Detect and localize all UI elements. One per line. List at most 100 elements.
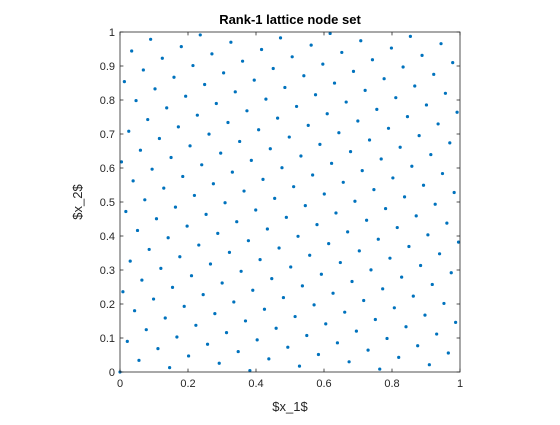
data-point bbox=[448, 141, 452, 145]
data-point bbox=[265, 227, 269, 231]
data-point bbox=[435, 332, 439, 336]
data-point bbox=[311, 173, 315, 177]
data-point bbox=[340, 50, 344, 55]
data-point bbox=[127, 129, 131, 133]
data-point bbox=[276, 116, 280, 120]
data-point bbox=[124, 209, 128, 214]
y-tick-label: 0.1 bbox=[100, 333, 115, 345]
data-point bbox=[160, 56, 164, 60]
y-tick-label: 1 bbox=[109, 27, 115, 39]
data-point bbox=[197, 243, 201, 247]
data-point bbox=[293, 314, 297, 319]
data-point bbox=[455, 110, 459, 114]
data-point bbox=[204, 212, 208, 216]
data-point bbox=[194, 323, 198, 327]
data-point bbox=[208, 262, 213, 266]
data-point bbox=[299, 154, 303, 158]
data-point bbox=[433, 202, 437, 206]
data-point bbox=[281, 295, 286, 300]
data-point bbox=[442, 301, 446, 306]
data-point bbox=[344, 100, 348, 104]
data-point bbox=[217, 361, 221, 365]
data-point bbox=[410, 164, 414, 168]
data-point bbox=[273, 196, 277, 200]
y-tick-label: 0.2 bbox=[100, 299, 115, 311]
data-point bbox=[329, 161, 334, 165]
data-point bbox=[300, 284, 304, 288]
chart-title: Rank-1 lattice node set bbox=[219, 12, 361, 27]
data-point bbox=[185, 224, 189, 228]
data-point bbox=[278, 36, 283, 40]
y-axis-label: $x_2$ bbox=[70, 184, 85, 220]
data-point bbox=[254, 208, 258, 212]
data-point bbox=[439, 42, 443, 46]
data-point bbox=[214, 101, 218, 106]
data-point bbox=[226, 120, 230, 125]
data-point bbox=[366, 348, 370, 352]
data-point bbox=[188, 144, 192, 148]
x-tick-label: 0.8 bbox=[384, 378, 399, 390]
data-point bbox=[220, 281, 224, 285]
data-point bbox=[267, 357, 271, 361]
data-point bbox=[210, 52, 214, 56]
data-point bbox=[445, 221, 449, 225]
data-point bbox=[150, 167, 154, 171]
data-point bbox=[306, 123, 310, 127]
data-point bbox=[407, 244, 411, 249]
data-point bbox=[159, 266, 163, 270]
data-point bbox=[169, 155, 173, 160]
data-point bbox=[235, 220, 239, 224]
data-point bbox=[370, 58, 375, 62]
y-tick-label: 0.3 bbox=[100, 265, 115, 277]
data-point bbox=[140, 278, 144, 282]
data-point bbox=[277, 246, 281, 250]
data-point bbox=[229, 40, 233, 44]
data-point bbox=[176, 125, 180, 129]
data-point bbox=[381, 287, 385, 291]
data-point bbox=[264, 97, 268, 101]
data-point bbox=[305, 333, 309, 338]
data-point bbox=[416, 344, 420, 348]
data-point bbox=[363, 88, 367, 92]
data-point bbox=[224, 331, 229, 335]
data-point bbox=[138, 148, 143, 152]
data-point bbox=[259, 47, 264, 52]
data-point bbox=[207, 132, 211, 136]
data-point bbox=[367, 138, 372, 142]
data-point bbox=[429, 152, 433, 157]
data-points bbox=[118, 31, 461, 374]
data-point bbox=[223, 201, 227, 205]
x-axis-ticks: 0 0.2 0.4 0.6 0.8 1 bbox=[117, 32, 463, 390]
data-point bbox=[198, 33, 202, 37]
data-point bbox=[257, 128, 261, 132]
data-point bbox=[125, 339, 129, 343]
data-point bbox=[222, 71, 226, 75]
y-tick-label: 0.5 bbox=[100, 197, 115, 209]
data-point bbox=[201, 293, 205, 297]
data-point bbox=[195, 113, 199, 117]
data-point bbox=[181, 174, 185, 179]
data-point bbox=[315, 223, 319, 227]
data-point bbox=[369, 268, 373, 272]
data-point bbox=[168, 366, 172, 370]
data-point bbox=[122, 80, 126, 84]
data-point bbox=[128, 259, 132, 263]
data-point bbox=[211, 182, 215, 186]
data-point bbox=[178, 255, 182, 259]
data-point bbox=[318, 142, 322, 146]
data-point bbox=[274, 326, 278, 330]
y-tick-label: 0.4 bbox=[100, 231, 115, 243]
data-point bbox=[243, 319, 248, 323]
data-point bbox=[426, 233, 430, 237]
data-point bbox=[186, 354, 191, 358]
data-point bbox=[157, 136, 161, 141]
data-point bbox=[385, 336, 389, 341]
data-point bbox=[337, 131, 341, 135]
data-point bbox=[322, 192, 326, 196]
data-point bbox=[283, 85, 287, 90]
data-point bbox=[141, 68, 145, 72]
data-point bbox=[424, 103, 429, 107]
data-point bbox=[227, 250, 232, 254]
data-point bbox=[239, 269, 243, 273]
